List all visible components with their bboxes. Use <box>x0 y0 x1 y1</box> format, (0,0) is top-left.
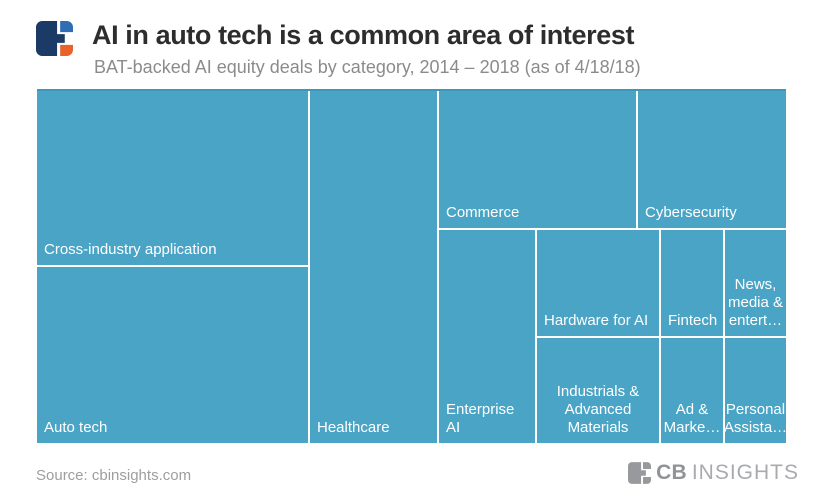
treemap-cell-cross-industry-application: Cross-industry application <box>37 91 308 265</box>
page-subtitle: BAT-backed AI equity deals by category, … <box>94 57 641 77</box>
treemap-cell-label: Cross-industry application <box>44 241 217 258</box>
treemap-cell-fintech: Fintech <box>661 230 723 336</box>
treemap-cell-label: Cybersecurity <box>645 204 737 221</box>
treemap-cell-healthcare: Healthcare <box>310 91 437 443</box>
treemap-cell-label: Fintech <box>668 312 718 329</box>
treemap-cell-hardware-for-ai: Hardware for AI <box>537 230 659 336</box>
treemap-cell-personal-assistants: Personal Assista… <box>725 338 786 443</box>
treemap-cell-ad-marketing: Ad & Marke… <box>661 338 723 443</box>
treemap-cell-label: Industrials & Advanced Materials <box>556 383 640 436</box>
treemap-cell-auto-tech: Auto tech <box>37 267 308 443</box>
treemap-cell-label: Hardware for AI <box>544 312 649 329</box>
footer-brand-insights: INSIGHTS <box>691 461 799 484</box>
treemap-cell-industrials-advanced-materials: Industrials & Advanced Materials <box>537 338 659 443</box>
treemap-cell-enterprise-ai: Enterprise AI <box>439 230 535 443</box>
footer-brand-cb: CB <box>656 461 687 484</box>
footer-brand: CB INSIGHTS <box>628 460 799 486</box>
treemap-cell-label: Enterprise AI <box>446 401 515 436</box>
treemap-cell-cybersecurity: Cybersecurity <box>638 91 786 228</box>
treemap-cell-label: News, media & entert… <box>727 276 784 329</box>
cbinsights-logo-icon <box>36 21 73 56</box>
page-title: AI in auto tech is a common area of inte… <box>92 20 635 50</box>
treemap-cell-commerce: Commerce <box>439 91 636 228</box>
treemap-cell-label: Ad & Marke… <box>663 401 721 436</box>
cbinsights-logo-icon-gray <box>628 462 652 484</box>
source-credit: Source: cbinsights.com <box>36 467 192 484</box>
treemap-cell-label: Personal Assista… <box>725 401 786 436</box>
treemap: Cross-industry application Auto tech Healt… <box>37 89 786 443</box>
treemap-cell-label: Commerce <box>446 204 520 221</box>
treemap-cell-label: Auto tech <box>44 419 108 436</box>
treemap-cell-news-media-entertainment: News, media & entert… <box>725 230 786 336</box>
treemap-cell-label: Healthcare <box>317 419 390 436</box>
